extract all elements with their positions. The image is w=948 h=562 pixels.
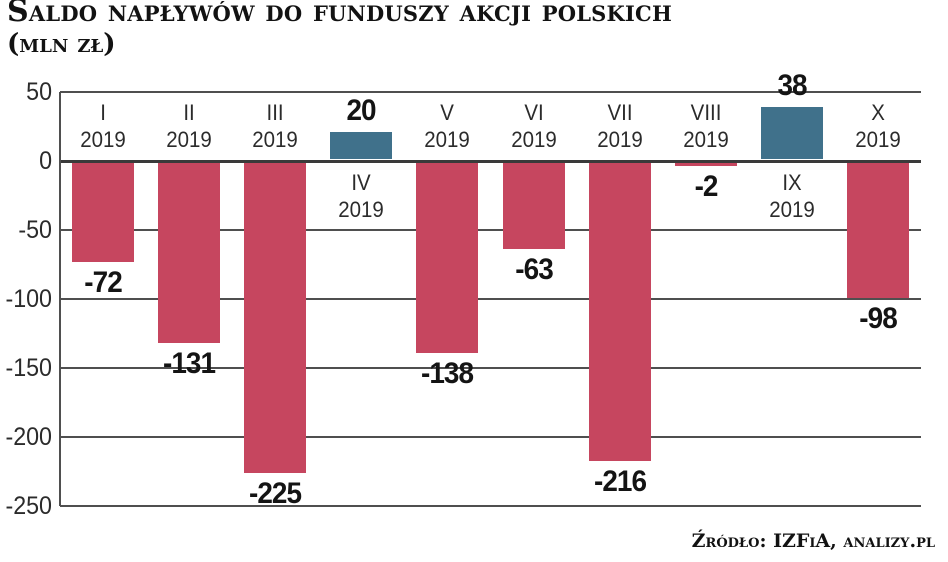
x-label-IX-2019: IX 2019 [752, 169, 832, 223]
bar-II-2019 [158, 162, 221, 344]
x-label-year: 2019 [769, 197, 815, 222]
x-label-month: X [871, 100, 885, 125]
x-label-month: V [440, 100, 455, 125]
x-label-month: VIII [690, 100, 722, 125]
y-tick-label--50: -50 [18, 216, 52, 244]
bar-V-2019 [416, 162, 479, 353]
x-label-month: IX [782, 170, 802, 195]
x-label-year: 2019 [682, 127, 729, 152]
x-label-year: 2019 [80, 127, 126, 152]
x-label-VI-2019: VI 2019 [494, 99, 574, 153]
x-label-year: 2019 [166, 127, 212, 152]
x-label-year: 2019 [510, 127, 557, 152]
value-label-III-2019: -225 [249, 477, 302, 510]
y-tick-label--250: -250 [5, 492, 52, 520]
x-label-III-2019: III 2019 [235, 99, 315, 153]
bar-X-2019 [846, 162, 909, 298]
x-label-month: IV [351, 170, 372, 195]
gridline--150 [60, 367, 921, 369]
x-label-year: 2019 [596, 127, 643, 152]
value-label-VIII-2019: -2 [694, 169, 718, 203]
x-label-year: 2019 [855, 127, 901, 152]
gridline--250 [60, 505, 921, 507]
gridline--100 [60, 298, 921, 300]
value-label-VII-2019: -216 [593, 464, 647, 498]
y-axis-line [59, 92, 61, 506]
x-label-month: II [183, 100, 195, 125]
gridline-0 [60, 159, 921, 163]
x-label-VII-2019: VII 2019 [580, 99, 660, 153]
value-label-VI-2019: -63 [514, 253, 553, 287]
value-label-IV-2019: 20 [346, 93, 377, 127]
x-label-V-2019: V 2019 [407, 99, 487, 153]
gridline--50 [60, 229, 921, 231]
x-label-I-2019: I 2019 [63, 99, 143, 153]
bar-I-2019 [72, 162, 135, 262]
bar-VIII-2019 [674, 162, 737, 166]
x-label-year: 2019 [338, 197, 385, 222]
gridline--200 [60, 436, 921, 438]
bar-IX-2019 [760, 107, 823, 160]
y-tick-label--150: -150 [5, 354, 52, 382]
value-label-IX-2019: 38 [777, 69, 807, 103]
bar-VI-2019 [502, 162, 565, 250]
gridline-50 [60, 91, 921, 93]
source-credit: Źródło: IZFiA, analizy.pl [691, 530, 935, 552]
y-tick-label--200: -200 [5, 423, 52, 451]
x-label-month: VII [607, 100, 633, 125]
x-label-month: VI [523, 100, 544, 125]
bar-IV-2019 [330, 131, 393, 160]
chart-title: Saldo napływów do funduszy akcji polskic… [7, 0, 672, 29]
x-label-X-2019: X 2019 [838, 99, 918, 153]
chart-subtitle: (mln zł) [7, 29, 116, 59]
value-label-V-2019: -138 [421, 356, 474, 390]
x-label-VIII-2019: VIII 2019 [666, 99, 746, 153]
y-tick-label--100: -100 [5, 285, 52, 313]
value-label-I-2019: -72 [84, 265, 122, 299]
value-label-X-2019: -98 [859, 301, 897, 335]
x-label-year: 2019 [252, 127, 298, 152]
value-label-II-2019: -131 [163, 347, 216, 381]
x-label-month: III [266, 100, 284, 125]
x-label-IV-2019: IV 2019 [321, 169, 401, 223]
y-tick-label-50: 50 [26, 78, 52, 106]
x-label-month: I [100, 100, 106, 125]
y-tick-label-0: 0 [39, 147, 52, 175]
bar-VII-2019 [588, 162, 651, 461]
bar-III-2019 [244, 162, 307, 473]
x-label-year: 2019 [424, 127, 471, 152]
x-label-II-2019: II 2019 [149, 99, 229, 153]
